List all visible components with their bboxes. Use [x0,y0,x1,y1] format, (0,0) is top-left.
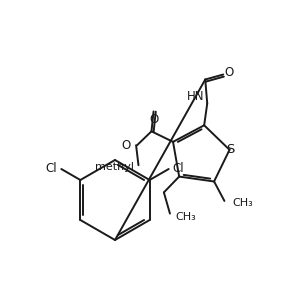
Text: O: O [149,113,158,126]
Text: O: O [225,66,234,79]
Text: CH₃: CH₃ [233,198,253,208]
Text: Cl: Cl [46,163,57,175]
Text: CH₃: CH₃ [175,212,196,222]
Text: HN: HN [187,90,204,103]
Text: Cl: Cl [173,163,184,175]
Text: methyl: methyl [96,162,134,172]
Text: O: O [122,139,131,152]
Text: S: S [226,143,235,156]
